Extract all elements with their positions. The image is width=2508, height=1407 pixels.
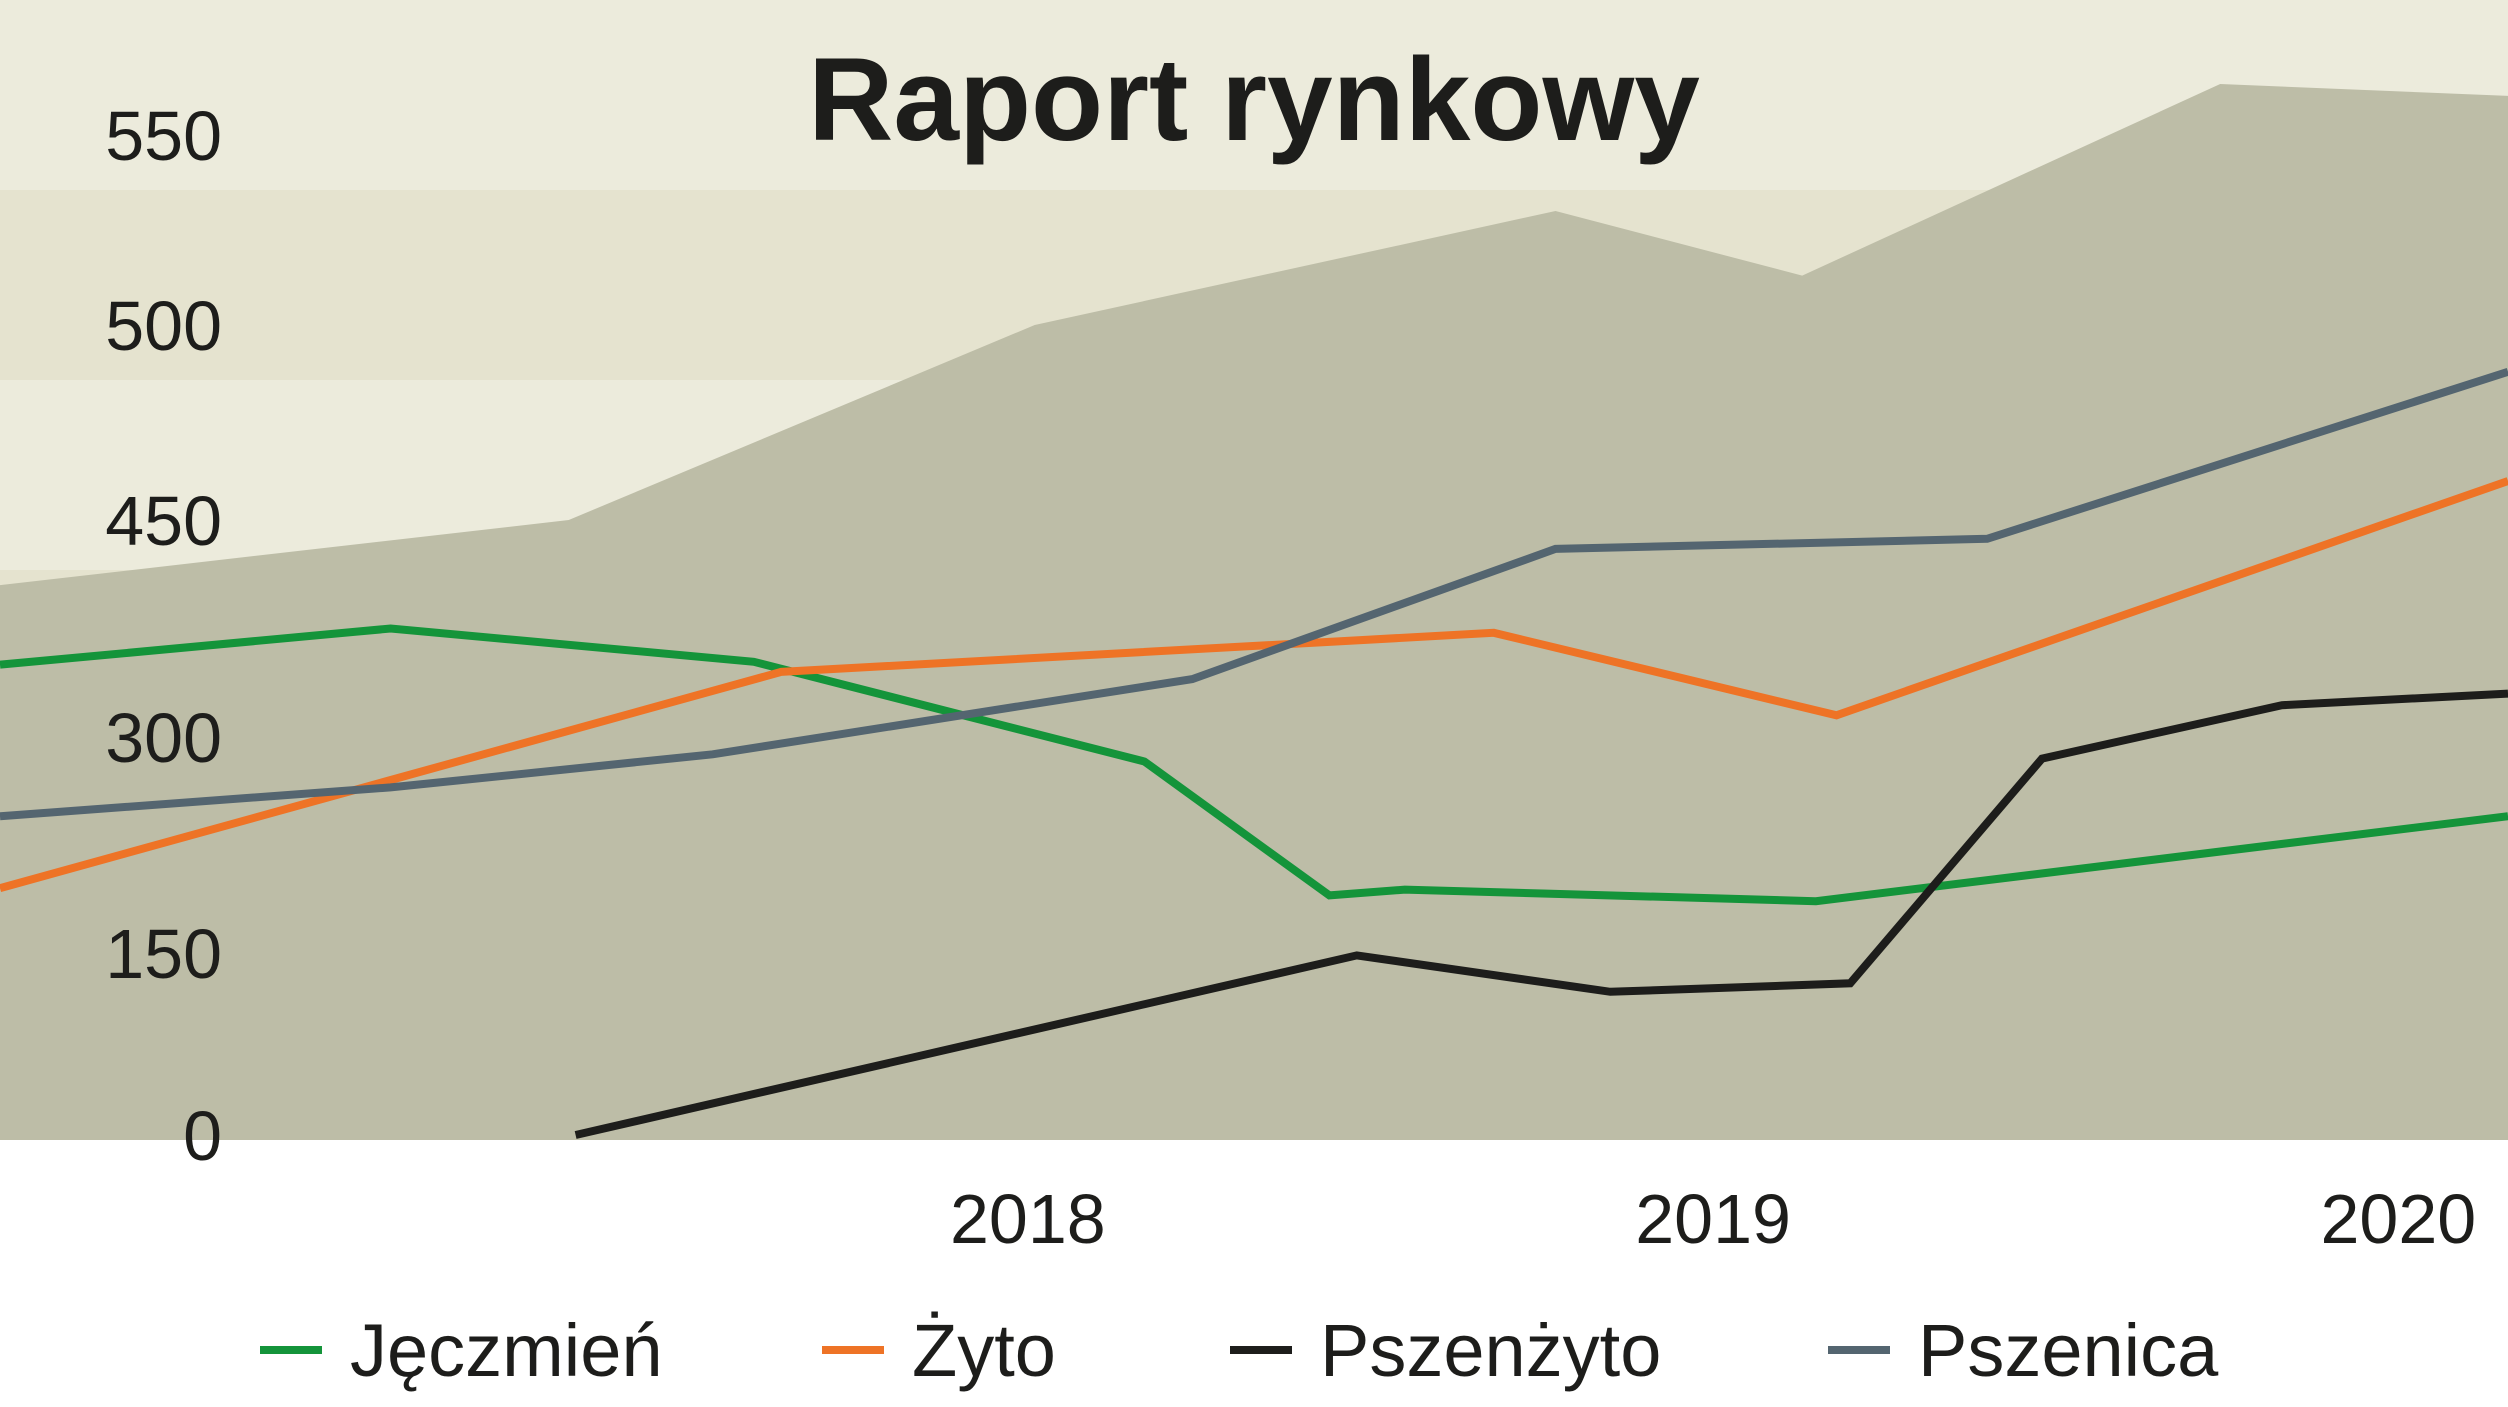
legend-label: Pszenżyto [1320,1309,1661,1392]
legend-item: Jęczmień [260,1309,663,1392]
y-tick-label: 150 [105,915,222,993]
series-line-jęczmień [0,624,2508,906]
x-axis-tick-labels: 2018 2019 2020 [950,1180,2476,1258]
legend-item: Żyto [822,1309,1056,1392]
y-tick-label: 500 [105,287,222,365]
x-tick-label: 2020 [2320,1180,2476,1258]
y-tick-label: 300 [105,699,222,777]
legend-label: Jęczmień [350,1309,663,1392]
legend-item: Pszenica [1828,1309,2219,1392]
background-area [0,84,2508,1140]
series-lines [0,367,2508,1139]
y-tick-label: 450 [105,482,222,560]
legend-label: Żyto [912,1309,1056,1392]
chart-title: Raport rynkowy [808,34,1700,166]
legend-label: Pszenica [1918,1309,2219,1392]
y-tick-label: 0 [183,1097,222,1175]
x-tick-label: 2019 [1635,1180,1791,1258]
legend: Jęczmień Żyto Pszenżyto Pszenica [260,1309,2219,1392]
legend-item: Pszenżyto [1230,1309,1661,1392]
series-line-pszenżyto [574,689,2508,1139]
y-tick-label: 550 [105,97,222,175]
y-axis-tick-labels: 0 150 300 450 500 550 [105,97,222,1175]
x-tick-label: 2018 [950,1180,1106,1258]
series-line-żyto [0,477,2508,893]
series-line-pszenica [0,367,2508,821]
